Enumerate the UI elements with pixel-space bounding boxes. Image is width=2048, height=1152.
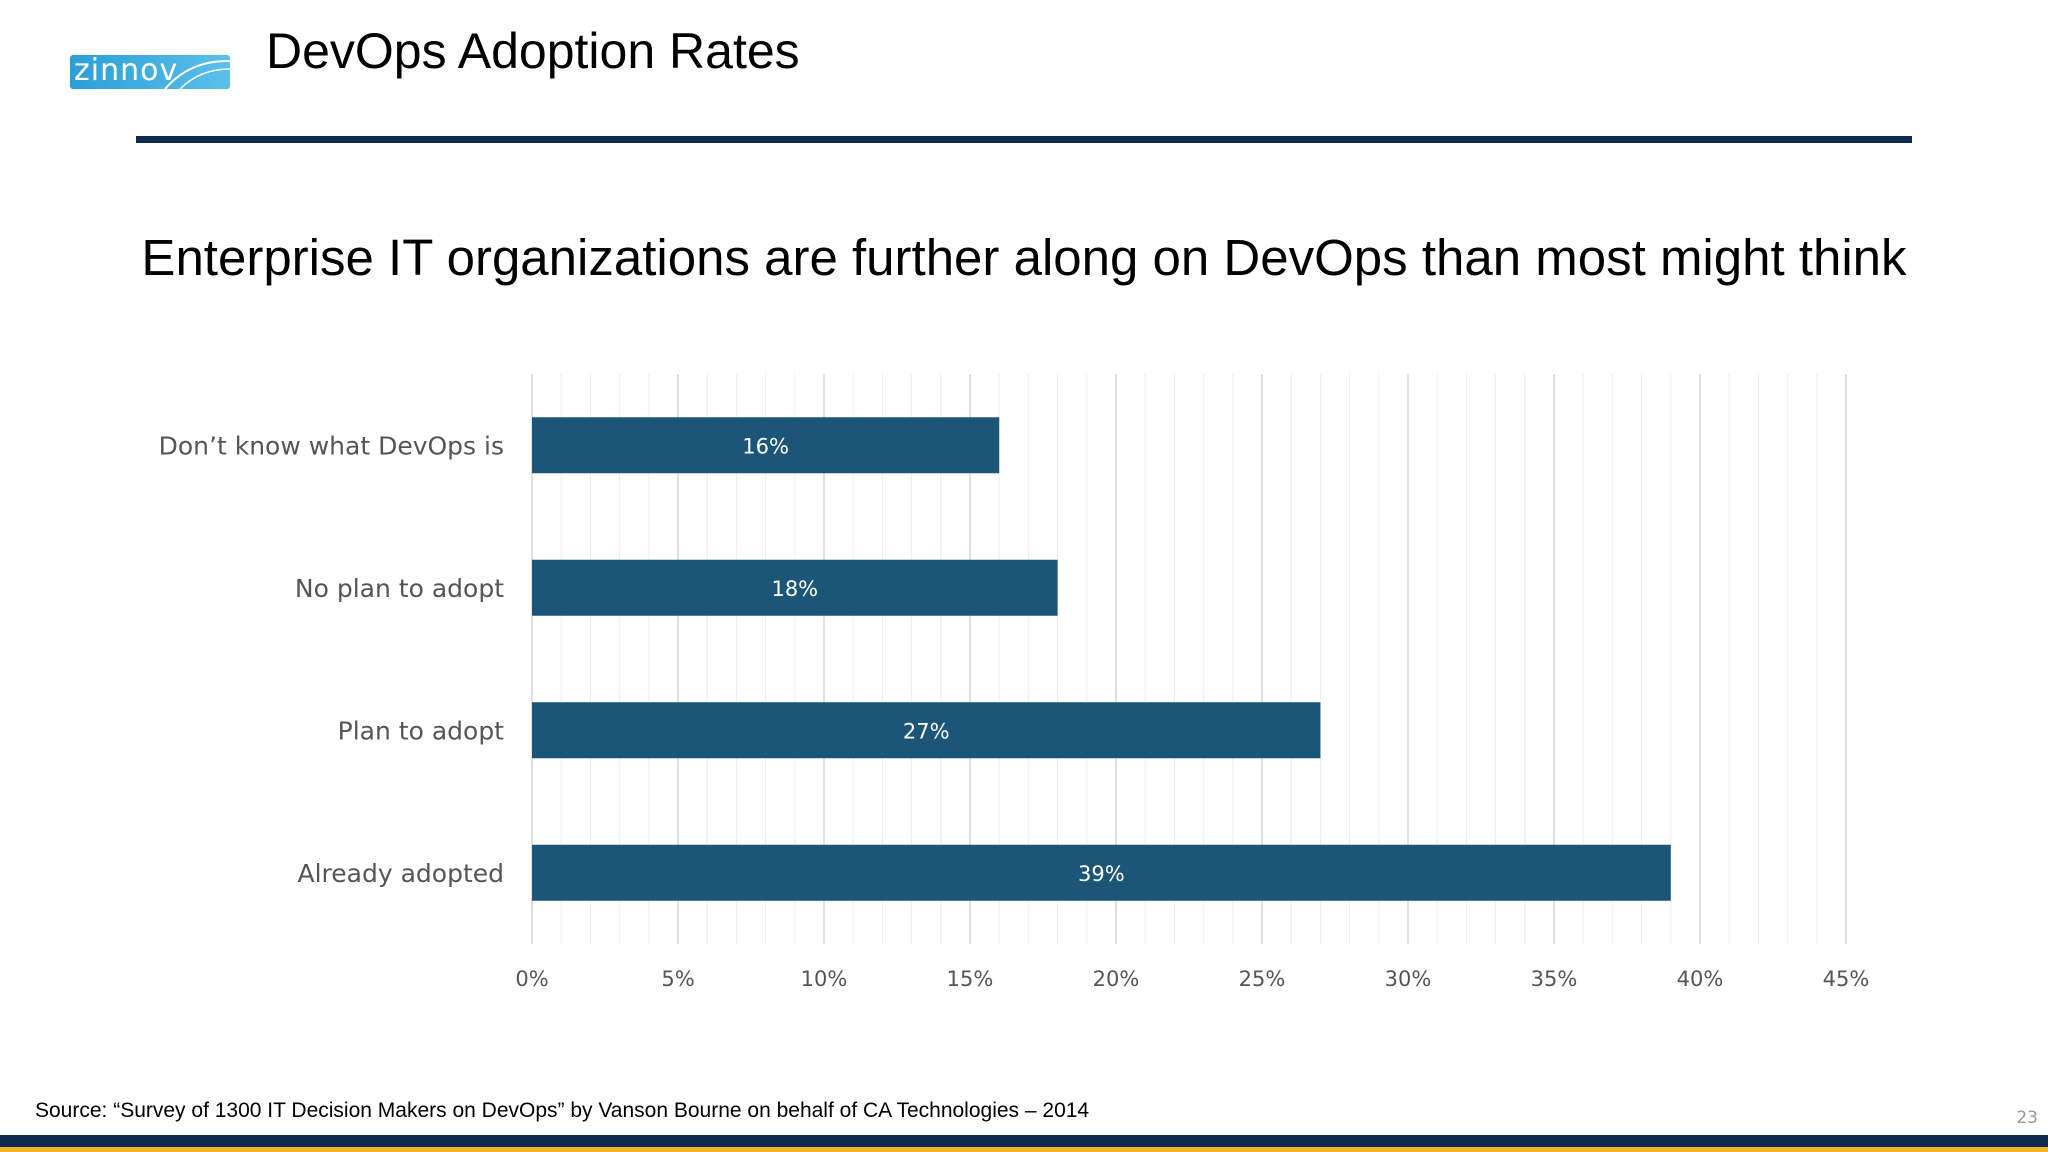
- title-divider: [136, 136, 1912, 143]
- bar-chart: 16% Don’t know what DevOps is 18% No plan t…: [159, 374, 1870, 991]
- x-tick-label: 0%: [515, 967, 548, 991]
- zinnov-logo: zinnov: [70, 53, 230, 89]
- x-tick-label: 10%: [801, 967, 848, 991]
- category-label: Don’t know what DevOps is: [159, 431, 504, 460]
- bar: [532, 702, 1321, 759]
- bar: [532, 417, 1000, 474]
- x-tick-label: 25%: [1239, 967, 1286, 991]
- bar-data-label: 18%: [771, 577, 818, 601]
- x-tick-label: 40%: [1677, 967, 1724, 991]
- logo-text: zinnov: [74, 53, 179, 88]
- bar-data-label: 16%: [742, 434, 789, 458]
- x-tick-label: 20%: [1093, 967, 1140, 991]
- x-tick-label: 5%: [661, 967, 694, 991]
- source-note: Source: “Survey of 1300 IT Decision Make…: [35, 1099, 1090, 1122]
- logo-swoosh-icon: [164, 59, 230, 89]
- x-tick-label: 35%: [1531, 967, 1578, 991]
- category-label: No plan to adopt: [295, 574, 504, 603]
- x-tick-label: 30%: [1385, 967, 1432, 991]
- footer-bar: [0, 1135, 2048, 1147]
- page-number: 23: [2016, 1108, 2038, 1128]
- category-label: Plan to adopt: [338, 716, 505, 745]
- bar-data-label: 39%: [1078, 862, 1125, 886]
- x-tick-label: 45%: [1823, 967, 1870, 991]
- bar: [532, 559, 1058, 616]
- bar: [532, 844, 1671, 901]
- headline: Enterprise IT organizations are further …: [141, 229, 1907, 286]
- category-label: Already adopted: [298, 859, 505, 888]
- footer-accent-bar: [0, 1147, 2048, 1152]
- x-tick-label: 15%: [947, 967, 994, 991]
- slide-title: DevOps Adoption Rates: [266, 23, 800, 79]
- bar-data-label: 27%: [903, 719, 950, 743]
